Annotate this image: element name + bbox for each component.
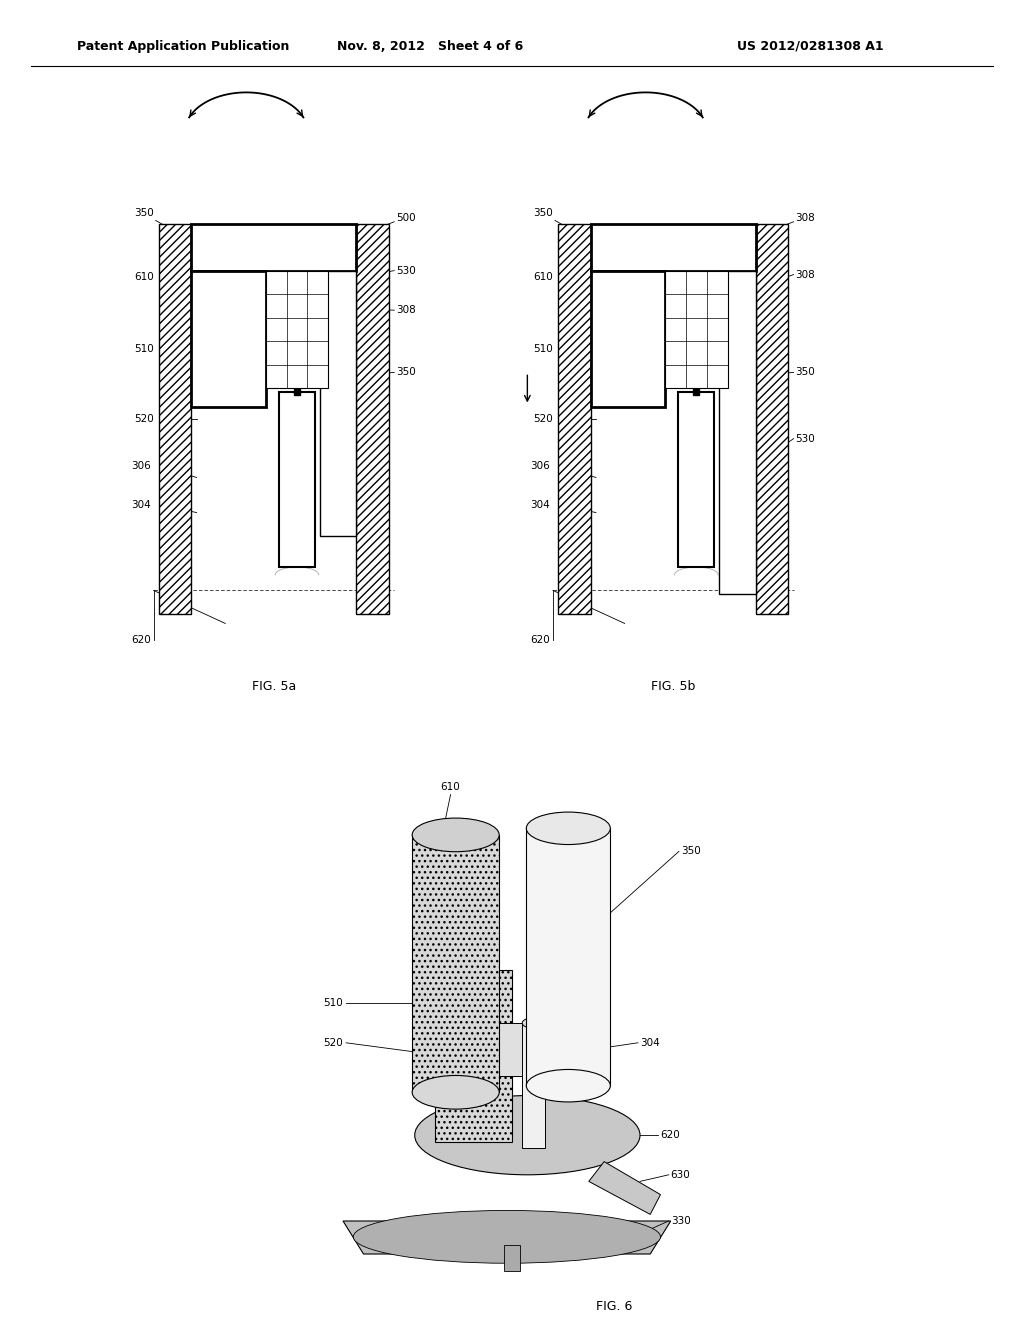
Text: 330: 330 bbox=[671, 1216, 690, 1226]
Bar bbox=[678, 392, 715, 568]
Text: 306: 306 bbox=[530, 461, 550, 471]
Text: Patent Application Publication: Patent Application Publication bbox=[77, 40, 289, 53]
Bar bbox=[558, 224, 591, 614]
Bar bbox=[356, 224, 389, 614]
Bar bbox=[591, 224, 756, 271]
Text: 620: 620 bbox=[131, 635, 151, 645]
Text: 520: 520 bbox=[134, 414, 154, 424]
Text: 350: 350 bbox=[681, 846, 700, 857]
Bar bbox=[412, 836, 500, 1093]
Bar bbox=[720, 271, 756, 594]
Polygon shape bbox=[343, 1221, 671, 1254]
Ellipse shape bbox=[412, 1076, 500, 1109]
Text: 350: 350 bbox=[396, 367, 416, 378]
Text: 610: 610 bbox=[440, 781, 461, 792]
Text: 510: 510 bbox=[134, 345, 154, 354]
Ellipse shape bbox=[522, 1018, 545, 1028]
Text: 610: 610 bbox=[534, 272, 553, 282]
Bar bbox=[321, 271, 356, 536]
Bar bbox=[526, 829, 610, 1085]
Text: 630: 630 bbox=[671, 1170, 690, 1180]
Text: Nov. 8, 2012   Sheet 4 of 6: Nov. 8, 2012 Sheet 4 of 6 bbox=[337, 40, 523, 53]
Text: FIG. 6: FIG. 6 bbox=[596, 1300, 633, 1313]
Bar bbox=[191, 224, 356, 271]
Ellipse shape bbox=[415, 1096, 640, 1175]
Bar bbox=[435, 970, 512, 1142]
Text: FIG. 5b: FIG. 5b bbox=[651, 680, 695, 693]
Bar bbox=[522, 1023, 545, 1148]
Bar bbox=[191, 271, 265, 408]
Text: 530: 530 bbox=[396, 265, 416, 276]
Text: 304: 304 bbox=[640, 1038, 659, 1048]
Bar bbox=[756, 224, 788, 614]
Ellipse shape bbox=[526, 812, 610, 845]
Bar bbox=[591, 271, 665, 408]
Ellipse shape bbox=[353, 1210, 660, 1263]
Text: US 2012/0281308 A1: US 2012/0281308 A1 bbox=[737, 40, 884, 53]
Text: 350: 350 bbox=[134, 207, 154, 218]
Text: 510: 510 bbox=[324, 998, 343, 1008]
Text: 610: 610 bbox=[134, 272, 154, 282]
Text: 308: 308 bbox=[796, 269, 815, 280]
Text: 350: 350 bbox=[796, 367, 815, 378]
Text: 304: 304 bbox=[131, 500, 151, 510]
Polygon shape bbox=[492, 1023, 543, 1076]
Text: 510: 510 bbox=[534, 345, 553, 354]
Ellipse shape bbox=[412, 818, 500, 851]
Text: 306: 306 bbox=[131, 461, 151, 471]
Text: 500: 500 bbox=[396, 213, 416, 223]
Text: 620: 620 bbox=[530, 635, 550, 645]
Text: 350: 350 bbox=[534, 207, 553, 218]
Bar bbox=[279, 392, 315, 568]
Text: 520: 520 bbox=[534, 414, 553, 424]
Text: 530: 530 bbox=[796, 433, 815, 444]
Bar bbox=[265, 271, 329, 388]
Ellipse shape bbox=[526, 1069, 610, 1102]
Text: 308: 308 bbox=[796, 213, 815, 223]
Polygon shape bbox=[589, 1162, 660, 1214]
Text: 308: 308 bbox=[396, 305, 416, 315]
Bar bbox=[665, 271, 728, 388]
Text: 304: 304 bbox=[530, 500, 550, 510]
Bar bbox=[159, 224, 191, 614]
Text: FIG. 5a: FIG. 5a bbox=[252, 680, 296, 693]
Text: 520: 520 bbox=[324, 1038, 343, 1048]
Bar bbox=[504, 1245, 520, 1271]
Text: 620: 620 bbox=[660, 1130, 680, 1140]
